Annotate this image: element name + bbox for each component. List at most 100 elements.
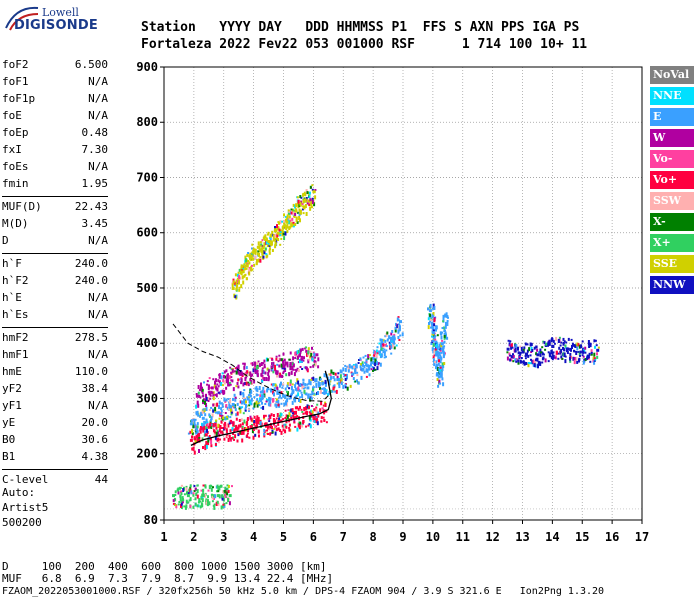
data-point	[378, 350, 382, 354]
echo-pixel	[261, 369, 264, 374]
echo-pixel	[177, 503, 180, 506]
echo-pixel	[212, 393, 215, 398]
echo-pixel	[288, 372, 291, 376]
echo-pixel	[314, 409, 316, 412]
digisonde-logo: Lowell DIGISONDE	[2, 4, 98, 42]
echo-pixel	[442, 355, 445, 359]
echo-pixel	[579, 350, 582, 354]
echo-pixel	[230, 405, 233, 410]
echo-pixel	[223, 424, 226, 428]
echo-pixel	[223, 427, 226, 430]
echo-pixel	[287, 209, 290, 212]
echo-pixel	[293, 398, 295, 401]
echo-pixel	[319, 378, 322, 381]
param-row: B1 4.38	[2, 450, 108, 466]
echo-pixel	[281, 226, 284, 230]
echo-pixel	[246, 253, 249, 257]
echo-pixel	[388, 341, 391, 344]
echo-pixel	[398, 329, 401, 332]
echo-pixel	[272, 237, 275, 242]
echo-pixel	[235, 413, 238, 417]
echo-pixel	[211, 495, 214, 500]
echo-pixel	[300, 196, 303, 199]
echo-pixel	[258, 252, 260, 257]
echo-pixel	[268, 396, 271, 401]
echo-pixel	[280, 374, 283, 378]
echo-pixel	[182, 488, 185, 492]
echo-pixel	[434, 335, 437, 338]
echo-pixel	[225, 427, 228, 432]
echo-pixel	[246, 370, 249, 374]
echo-pixel	[304, 383, 307, 387]
echo-pixel	[374, 358, 377, 363]
echo-pixel	[220, 382, 223, 386]
echo-pixel	[284, 368, 287, 372]
echo-pixel	[429, 318, 432, 321]
x-tick-label: 14	[545, 530, 559, 544]
echo-pixel	[235, 424, 238, 427]
param-name: fmin	[2, 177, 29, 190]
echo-pixel	[230, 371, 233, 374]
echo-pixel	[210, 440, 213, 445]
echo-pixel	[436, 364, 439, 369]
echo-pixel	[201, 386, 203, 390]
param-value: N/A	[88, 160, 108, 173]
param-name: foF1	[2, 75, 29, 88]
echo-pixel	[285, 401, 287, 406]
echo-pixel	[333, 378, 336, 382]
echo-pixel	[435, 343, 438, 348]
echo-pixel	[320, 420, 323, 423]
echo-pixel	[261, 367, 264, 370]
echo-pixel	[306, 411, 308, 416]
echo-pixel	[316, 403, 319, 406]
echo-pixel	[206, 383, 209, 386]
echo-pixel	[324, 379, 327, 384]
echo-pixel	[229, 429, 232, 433]
echo-pixel	[519, 345, 522, 348]
echo-pixel	[295, 394, 298, 398]
echo-pixel	[427, 317, 430, 321]
echo-pixel	[393, 342, 396, 345]
echo-pixel	[362, 363, 364, 367]
echo-pixel	[289, 379, 292, 384]
echo-pixel	[249, 400, 252, 405]
echo-pixel	[192, 445, 195, 448]
echo-pixel	[218, 405, 220, 410]
param-value: 22.43	[74, 200, 108, 213]
echo-pixel	[241, 401, 244, 404]
echo-pixel	[274, 403, 277, 407]
echo-pixel	[259, 241, 262, 244]
echo-pixel	[276, 227, 279, 231]
echo-pixel	[589, 360, 592, 363]
y-tick-label: 300	[136, 391, 158, 405]
echo-pixel	[224, 486, 227, 490]
x-tick-label: 12	[485, 530, 499, 544]
param-value: N/A	[88, 92, 108, 105]
echo-pixel	[195, 411, 198, 415]
echo-pixel	[530, 342, 533, 346]
echo-pixel	[331, 389, 334, 393]
echo-pixel	[178, 486, 181, 490]
param-name: B0	[2, 433, 16, 446]
echo-pixel	[234, 273, 237, 277]
echo-pixel	[235, 417, 238, 421]
echo-pixel	[179, 497, 182, 502]
echo-pixel	[303, 407, 306, 411]
echo-pixel	[313, 352, 316, 357]
echo-pixel	[578, 358, 580, 363]
echo-pixel	[542, 340, 545, 343]
echo-pixel	[269, 237, 272, 242]
echo-pixel	[237, 433, 240, 437]
echo-pixel	[330, 376, 333, 380]
echo-pixel	[442, 348, 445, 353]
echo-pixel	[380, 343, 382, 348]
echo-pixel	[174, 490, 177, 494]
echo-pixel	[258, 404, 261, 407]
echo-pixel	[280, 397, 283, 400]
echo-pixel	[267, 418, 270, 421]
data-point	[285, 220, 289, 224]
echo-pixel	[365, 358, 368, 362]
echo-pixel	[348, 363, 351, 368]
echo-pixel	[441, 362, 444, 367]
echo-pixel	[277, 399, 280, 404]
